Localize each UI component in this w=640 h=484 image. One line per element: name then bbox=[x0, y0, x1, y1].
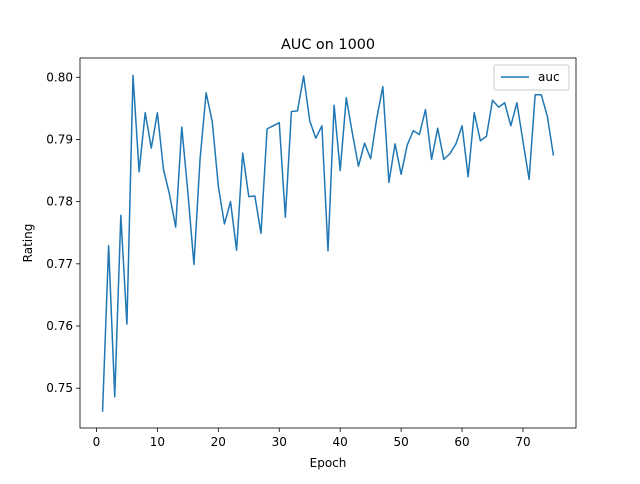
x-tick-label: 50 bbox=[393, 435, 408, 449]
x-tick-label: 60 bbox=[454, 435, 469, 449]
y-axis: 0.75 0.76 0.77 0.78 0.79 0.80 bbox=[46, 70, 80, 395]
chart-title: AUC on 1000 bbox=[281, 37, 375, 53]
y-tick-label: 0.79 bbox=[46, 132, 73, 146]
y-axis-label: Rating bbox=[21, 224, 35, 263]
y-tick-label: 0.76 bbox=[46, 319, 73, 333]
y-tick-label: 0.78 bbox=[46, 195, 73, 209]
x-tick-label: 30 bbox=[272, 435, 287, 449]
y-tick-label: 0.75 bbox=[46, 381, 73, 395]
legend-label: auc bbox=[538, 70, 560, 84]
x-axis: 0 10 20 30 40 50 60 70 bbox=[93, 428, 531, 449]
x-axis-label: Epoch bbox=[310, 456, 347, 470]
x-tick-label: 0 bbox=[93, 435, 101, 449]
x-tick-label: 70 bbox=[515, 435, 530, 449]
legend: auc bbox=[494, 65, 569, 90]
x-tick-label: 10 bbox=[150, 435, 165, 449]
x-tick-label: 40 bbox=[333, 435, 348, 449]
x-tick-label: 20 bbox=[211, 435, 226, 449]
y-tick-label: 0.77 bbox=[46, 257, 73, 271]
y-tick-label: 0.80 bbox=[46, 70, 73, 84]
